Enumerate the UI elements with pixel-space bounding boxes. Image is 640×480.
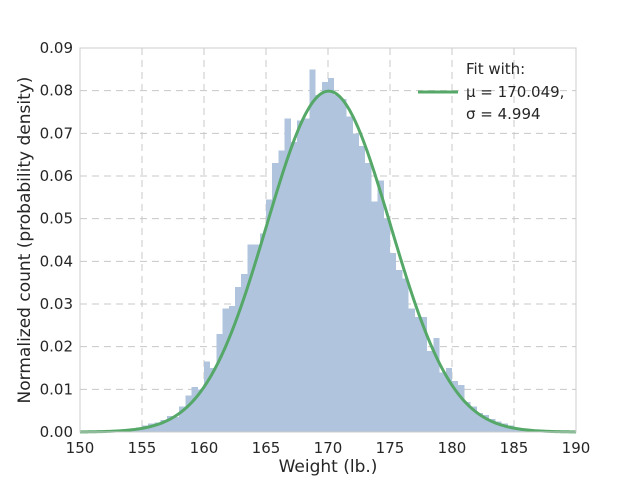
histogram-bar [228,306,235,432]
histogram-bar [340,99,347,432]
y-tick-labels: 0.00 0.01 0.02 0.03 0.04 0.05 0.06 0.07 0.08 0.09 [40,39,73,441]
histogram-bar [396,269,403,432]
y-tick-label: 0.04 [40,252,73,270]
y-axis-label: Normalized count (probability density) [15,77,35,404]
histogram-bar [352,133,359,433]
histogram-bar [266,199,273,432]
histogram-bar [501,423,508,432]
x-tick-label: 155 [128,439,157,457]
histogram-bar [247,244,254,432]
x-tick-label: 175 [376,439,405,457]
histogram-bar [346,116,353,433]
histogram-bar [278,150,285,432]
y-tick-label: 0.09 [40,39,73,57]
y-tick-label: 0.07 [40,124,73,142]
histogram-bar [334,94,341,432]
histogram-bar [421,316,428,432]
x-tick-label: 180 [438,439,467,457]
histogram-bar [464,402,471,432]
histogram-bar [309,69,316,432]
y-tick-label: 0.00 [40,423,73,441]
histogram-bar [259,233,266,432]
legend-line-1: Fit with: [466,60,525,78]
legend: Fit with: μ = 170.049, σ = 4.994 [418,60,564,123]
y-tick-label: 0.03 [40,295,73,313]
x-tick-label: 165 [252,439,281,457]
histogram-bar [476,412,483,432]
x-tick-label: 160 [190,439,219,457]
histogram-bar [154,422,161,432]
legend-line-3: σ = 4.994 [466,105,541,123]
y-tick-label: 0.02 [40,338,73,356]
histogram-bar [390,252,397,432]
histogram-bar [383,218,390,432]
y-tick-label: 0.06 [40,167,73,185]
histogram-bar [371,201,378,432]
histogram-bar [328,77,335,432]
histogram-bar [204,361,211,432]
y-tick-label: 0.01 [40,380,73,398]
y-tick-label: 0.08 [40,82,73,100]
x-tick-label: 170 [314,439,343,457]
histogram-bars [123,69,527,433]
x-tick-labels: 150 155 160 165 170 175 180 185 190 [66,439,591,457]
x-tick-label: 185 [500,439,529,457]
histogram-bar [191,387,198,432]
gaussian-fit-line [79,89,577,434]
x-tick-label: 190 [562,439,591,457]
histogram-bar [179,406,186,432]
histogram-bar [365,163,372,432]
histogram-bar [408,308,415,432]
histogram-bar [297,120,304,433]
histogram-bar [210,368,217,432]
x-tick-label: 150 [66,439,95,457]
y-tick-label: 0.05 [40,210,73,228]
histogram-bar [359,146,366,432]
plot-frame [79,47,577,433]
histogram-bar [315,94,322,432]
histogram-bar [303,118,310,433]
histogram-bar [241,274,248,432]
histogram-bar [284,118,291,433]
histogram-bar [402,278,409,432]
histogram-bar [166,415,173,432]
histogram-bar [197,389,204,432]
fit-curve [79,89,577,434]
histogram-bar [272,163,279,432]
histogram-bar [433,338,440,432]
histogram-bar [160,420,167,432]
histogram-bar [439,372,446,432]
histogram-bar [185,395,192,432]
histogram-bar [414,316,421,432]
histogram-bar [495,421,502,432]
histogram-bar [216,333,223,432]
histogram-bar [321,82,328,432]
histogram-bar [173,417,180,432]
histogram-bar [253,244,260,432]
histogram-bar [470,406,477,432]
histogram-bar [377,180,384,432]
x-axis-label: Weight (lb.) [279,457,378,477]
histogram-bar [489,419,496,432]
histogram-bar [222,308,229,432]
histogram-bar [235,286,242,432]
histogram-bar [427,350,434,432]
histogram-bar [290,141,297,432]
histogram-bar [483,414,490,432]
histogram-bar [452,380,459,432]
histogram-bar [445,368,452,432]
histogram-bar [458,385,465,432]
legend-line-2: μ = 170.049, [466,83,564,101]
